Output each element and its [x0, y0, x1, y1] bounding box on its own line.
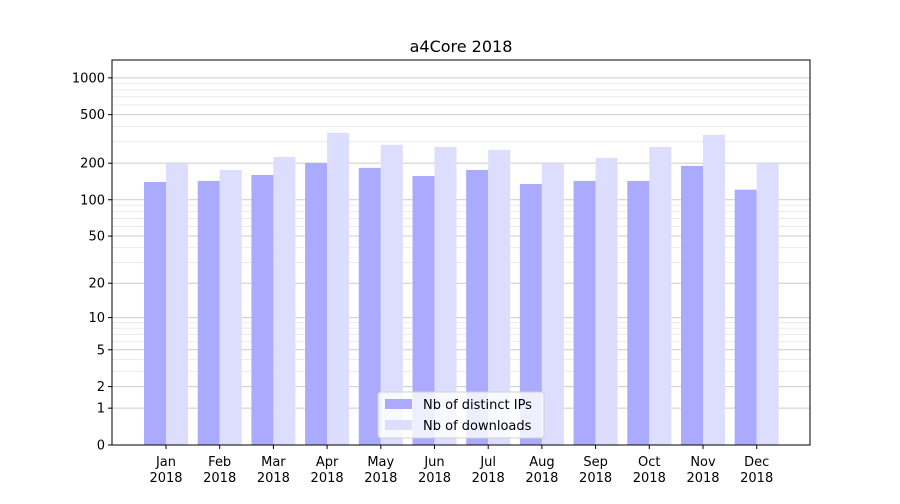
x-tick-label: Jan 2018 — [149, 455, 182, 486]
bar-distinct-ips — [466, 169, 489, 445]
bar-downloads — [649, 146, 672, 445]
x-tick-label: Nov 2018 — [686, 455, 719, 486]
bar-downloads — [273, 156, 296, 445]
x-tick-label: Mar 2018 — [257, 455, 290, 486]
legend-swatch — [385, 399, 412, 409]
bar-distinct-ips — [412, 175, 435, 445]
y-tick-label: 1000 — [72, 71, 105, 86]
bar-downloads — [756, 163, 779, 445]
bar-distinct-ips — [681, 165, 703, 446]
bar-downloads — [541, 163, 564, 445]
x-tick-label: Apr 2018 — [311, 455, 344, 486]
x-tick-label: Feb 2018 — [203, 455, 236, 486]
y-tick-label: 2 — [97, 380, 105, 395]
bar-distinct-ips — [144, 182, 166, 445]
x-tick-label: May 2018 — [364, 455, 397, 486]
x-tick-label: Aug 2018 — [525, 455, 558, 486]
y-axis: 0 1 2 5 10 20 50 100 200 500 1000 — [72, 71, 112, 454]
x-tick-label: Jul 2018 — [472, 455, 505, 486]
x-tick-label: Sep 2018 — [579, 455, 612, 486]
y-tick-label: 10 — [88, 311, 105, 326]
bar-distinct-ips — [358, 167, 381, 445]
bars — [144, 132, 779, 446]
chart-title: a4Core 2018 — [410, 37, 513, 56]
bar-downloads — [380, 144, 403, 445]
bar-downloads — [434, 146, 457, 445]
bar-downloads — [327, 132, 350, 445]
x-axis: Jan 2018 Feb 2018 Mar 2018 Apr 2018 May 2018 Jun 20… — [149, 445, 773, 486]
x-tick-label: Dec 2018 — [740, 455, 773, 486]
y-tick-label: 100 — [80, 193, 105, 208]
legend-box — [377, 391, 545, 439]
y-tick-label: 0 — [97, 439, 105, 454]
legend-label: Nb of distinct IPs — [423, 398, 532, 413]
y-tick-label: 5 — [97, 343, 105, 358]
y-tick-label: 20 — [88, 277, 105, 292]
bar-distinct-ips — [305, 162, 328, 445]
bar-distinct-ips — [573, 180, 596, 446]
bar-distinct-ips — [627, 180, 650, 446]
y-tick-label: 200 — [80, 157, 105, 172]
x-tick-label: Jun 2018 — [418, 455, 451, 486]
y-tick-label: 500 — [80, 108, 105, 123]
legend: Nb of distinct IPs Nb of downloads — [377, 391, 545, 439]
bar-distinct-ips — [519, 183, 542, 445]
bar-downloads — [703, 134, 725, 445]
bar-downloads — [488, 149, 511, 445]
x-tick-label: Oct 2018 — [633, 455, 666, 486]
bar-distinct-ips — [734, 189, 757, 445]
bar-distinct-ips — [251, 174, 274, 445]
bar-distinct-ips — [197, 180, 220, 446]
bar-downloads — [166, 163, 188, 445]
plot-frame — [111, 59, 811, 446]
legend-label: Nb of downloads — [423, 419, 532, 434]
legend-swatch — [385, 420, 412, 430]
y-tick-label: 50 — [88, 230, 105, 245]
y-tick-label: 1 — [97, 402, 105, 417]
bar-downloads — [595, 157, 618, 446]
bar-downloads — [219, 169, 242, 445]
